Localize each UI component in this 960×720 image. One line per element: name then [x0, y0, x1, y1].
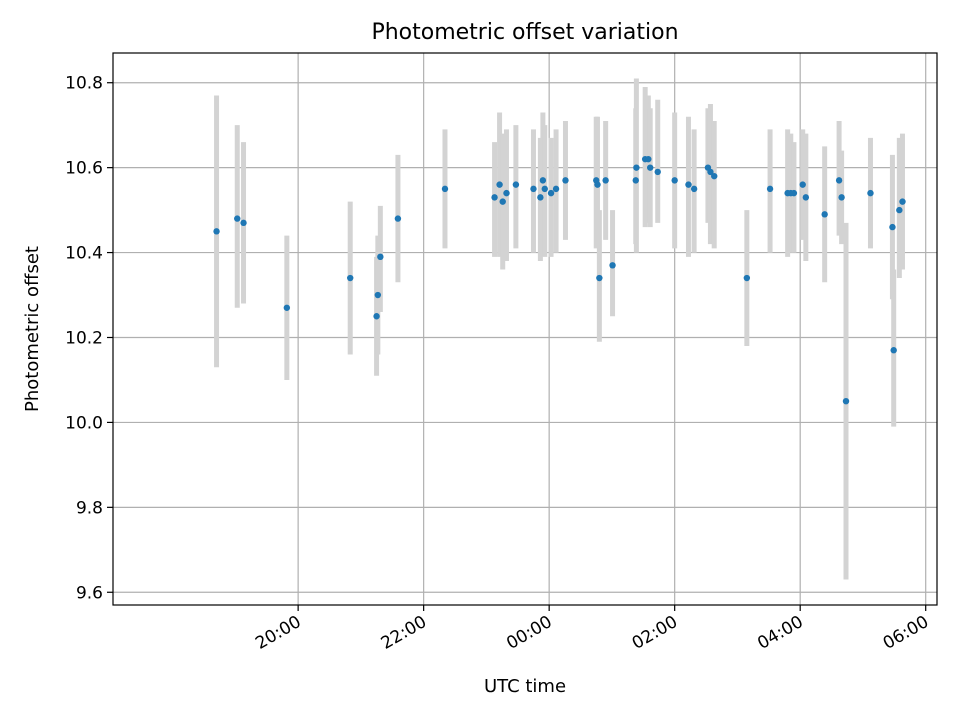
- data-point: [503, 189, 510, 197]
- y-tick-label: 10.6: [65, 159, 103, 179]
- data-point: [213, 228, 220, 235]
- chart-title: Photometric offset variation: [371, 20, 678, 45]
- data-point: [842, 397, 850, 405]
- data-point: [889, 223, 896, 231]
- y-axis-label: Photometric offset: [22, 246, 43, 412]
- data-point: [867, 189, 874, 197]
- data-point: [743, 274, 751, 282]
- data-point: [899, 198, 906, 205]
- data-point: [896, 206, 903, 214]
- data-point: [835, 177, 843, 184]
- data-point: [541, 185, 548, 193]
- data-point: [562, 177, 569, 184]
- y-tick-label: 10.8: [65, 74, 103, 94]
- data-point: [690, 185, 698, 193]
- data-point: [537, 194, 544, 201]
- data-point: [707, 168, 714, 176]
- data-point: [347, 274, 354, 282]
- data-point: [283, 304, 291, 311]
- data-point: [373, 313, 380, 320]
- data-point: [890, 347, 897, 354]
- point-layer: [213, 155, 906, 405]
- data-point: [441, 185, 449, 193]
- grid-layer: [113, 53, 937, 605]
- data-point: [512, 181, 520, 188]
- y-tick-label: 10.2: [65, 328, 103, 348]
- data-point: [496, 181, 503, 188]
- data-point: [838, 194, 845, 201]
- data-point: [552, 185, 560, 193]
- y-tick-label: 10.0: [65, 413, 103, 433]
- data-point: [671, 177, 678, 184]
- data-point: [539, 177, 547, 184]
- data-point: [596, 274, 603, 282]
- y-tick-label: 9.8: [76, 498, 103, 518]
- data-point: [766, 185, 774, 193]
- data-point: [394, 215, 402, 222]
- data-point: [602, 177, 609, 184]
- data-point: [802, 194, 810, 201]
- data-point: [491, 194, 498, 201]
- y-tick-label: 10.4: [65, 244, 103, 264]
- data-point: [609, 262, 616, 269]
- data-point: [377, 253, 384, 261]
- data-point: [594, 181, 601, 188]
- data-point: [234, 215, 241, 222]
- data-point: [530, 185, 537, 193]
- x-axis-label: UTC time: [484, 676, 566, 697]
- data-point: [547, 189, 555, 197]
- data-point: [799, 181, 806, 188]
- data-point: [374, 291, 382, 299]
- y-axis-ticks: 9.6 9.8 10.0 10.2 10.4 10.6 10.8: [65, 74, 113, 603]
- data-point: [645, 155, 652, 163]
- data-point: [647, 164, 654, 171]
- data-point: [711, 172, 718, 180]
- data-point: [632, 177, 639, 184]
- data-point: [499, 198, 506, 205]
- y-tick-label: 9.6: [76, 583, 103, 603]
- data-point: [685, 181, 692, 188]
- data-point: [790, 189, 798, 197]
- data-point: [633, 164, 640, 171]
- data-point: [240, 219, 247, 227]
- data-point: [654, 168, 661, 176]
- plot-frame: [112, 52, 938, 606]
- data-point: [821, 211, 828, 218]
